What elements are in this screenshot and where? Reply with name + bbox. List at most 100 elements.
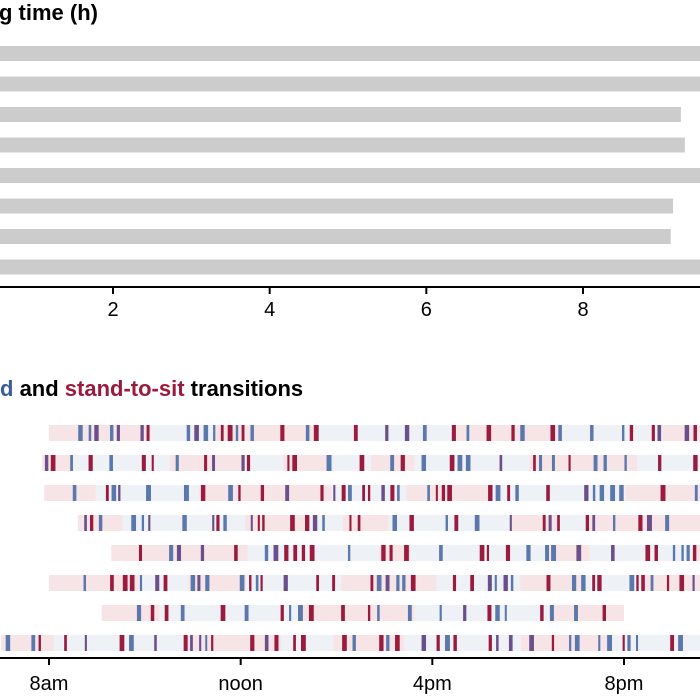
transition-mark bbox=[441, 485, 446, 501]
row-2-segment bbox=[242, 455, 284, 471]
transition-mark bbox=[129, 575, 135, 591]
transition-mark bbox=[320, 485, 324, 501]
bar-3 bbox=[0, 107, 681, 122]
transition-mark bbox=[305, 425, 310, 441]
transition-mark bbox=[298, 605, 303, 621]
row-6-segment bbox=[49, 575, 139, 591]
transition-mark bbox=[598, 635, 601, 651]
transition-mark bbox=[244, 605, 249, 621]
transition-mark bbox=[316, 575, 320, 591]
transition-mark bbox=[670, 635, 675, 651]
transition-mark bbox=[186, 425, 191, 441]
transition-mark bbox=[542, 515, 546, 531]
transition-mark bbox=[190, 635, 193, 651]
transition-mark bbox=[503, 575, 508, 591]
transition-mark bbox=[301, 545, 306, 561]
transition-mark bbox=[118, 485, 121, 501]
row-4-segment bbox=[245, 515, 306, 531]
transition-mark bbox=[447, 485, 452, 501]
transition-mark bbox=[136, 605, 142, 621]
transition-mark bbox=[386, 635, 390, 651]
row-3-segment bbox=[488, 485, 626, 501]
transition-mark bbox=[585, 515, 589, 531]
transition-mark bbox=[385, 425, 389, 441]
transition-mark bbox=[381, 545, 386, 561]
transition-mark bbox=[122, 575, 128, 591]
transition-mark bbox=[505, 545, 511, 561]
transition-mark bbox=[504, 605, 507, 621]
transition-mark bbox=[84, 635, 87, 651]
transition-mark bbox=[262, 515, 265, 531]
row-2-segment bbox=[283, 455, 328, 471]
transition-mark bbox=[590, 425, 594, 441]
transition-mark bbox=[610, 485, 616, 501]
transition-mark bbox=[367, 485, 371, 501]
transition-mark bbox=[692, 575, 695, 591]
transition-mark bbox=[255, 575, 259, 591]
transition-mark bbox=[507, 485, 511, 501]
row-1-segment bbox=[558, 425, 663, 441]
transition-mark bbox=[409, 515, 414, 531]
transition-mark bbox=[260, 575, 263, 591]
transition-mark bbox=[110, 575, 114, 591]
transition-mark bbox=[257, 515, 260, 531]
row-2-segment bbox=[529, 455, 638, 471]
bar-5 bbox=[0, 168, 700, 183]
transition-mark bbox=[357, 515, 361, 531]
transition-mark bbox=[180, 605, 185, 621]
transition-mark bbox=[88, 455, 93, 471]
transition-mark bbox=[308, 605, 314, 621]
transition-mark bbox=[70, 455, 73, 471]
sitting-time-bar-chart: 2 4 6 8 bbox=[0, 46, 700, 321]
transition-mark bbox=[164, 605, 169, 621]
transition-mark bbox=[495, 485, 501, 501]
transition-mark bbox=[449, 455, 455, 471]
transition-mark bbox=[349, 515, 352, 531]
row-5-segment bbox=[589, 545, 693, 561]
transition-mark bbox=[488, 485, 493, 501]
transition-mark bbox=[293, 635, 296, 651]
transition-mark bbox=[301, 635, 306, 651]
x-tick-label-4: 4 bbox=[264, 299, 275, 321]
x-tick-label-6: 6 bbox=[421, 299, 432, 321]
transition-mark bbox=[479, 545, 485, 561]
transition-mark bbox=[488, 635, 492, 651]
transition-mark bbox=[155, 575, 160, 591]
transition-mark bbox=[183, 485, 189, 501]
transition-mark bbox=[593, 455, 598, 471]
transition-mark bbox=[88, 425, 92, 441]
transition-mark bbox=[260, 485, 265, 501]
transition-mark bbox=[422, 425, 427, 441]
transition-mark bbox=[646, 515, 652, 531]
transition-mark bbox=[486, 545, 490, 561]
row-2-segment bbox=[72, 455, 170, 471]
transition-mark bbox=[273, 545, 279, 561]
transition-mark bbox=[592, 515, 596, 531]
transition-mark bbox=[284, 545, 289, 561]
transition-mark bbox=[238, 485, 241, 501]
transition-mark bbox=[641, 575, 645, 591]
transition-mark bbox=[227, 425, 233, 441]
transition-mark bbox=[400, 455, 405, 471]
transition-mark bbox=[453, 635, 457, 651]
transition-mark bbox=[508, 635, 513, 651]
transition-mark bbox=[545, 545, 549, 561]
transition-mark bbox=[362, 485, 366, 501]
transition-mark bbox=[686, 545, 690, 561]
transition-mark bbox=[341, 485, 346, 501]
transition-mark bbox=[487, 605, 492, 621]
transition-mark bbox=[470, 575, 475, 591]
bar-1 bbox=[0, 46, 700, 61]
transition-mark bbox=[367, 605, 371, 621]
row-4-segment bbox=[388, 515, 510, 531]
transition-mark bbox=[611, 545, 615, 561]
transition-mark bbox=[487, 575, 492, 591]
transition-mark bbox=[205, 575, 210, 591]
transition-mark bbox=[495, 605, 500, 621]
transition-mark bbox=[64, 635, 67, 651]
transition-mark bbox=[169, 545, 174, 561]
transition-mark bbox=[381, 485, 385, 501]
transition-mark bbox=[496, 635, 499, 651]
transition-mark bbox=[250, 425, 254, 441]
transition-mark bbox=[326, 455, 332, 471]
